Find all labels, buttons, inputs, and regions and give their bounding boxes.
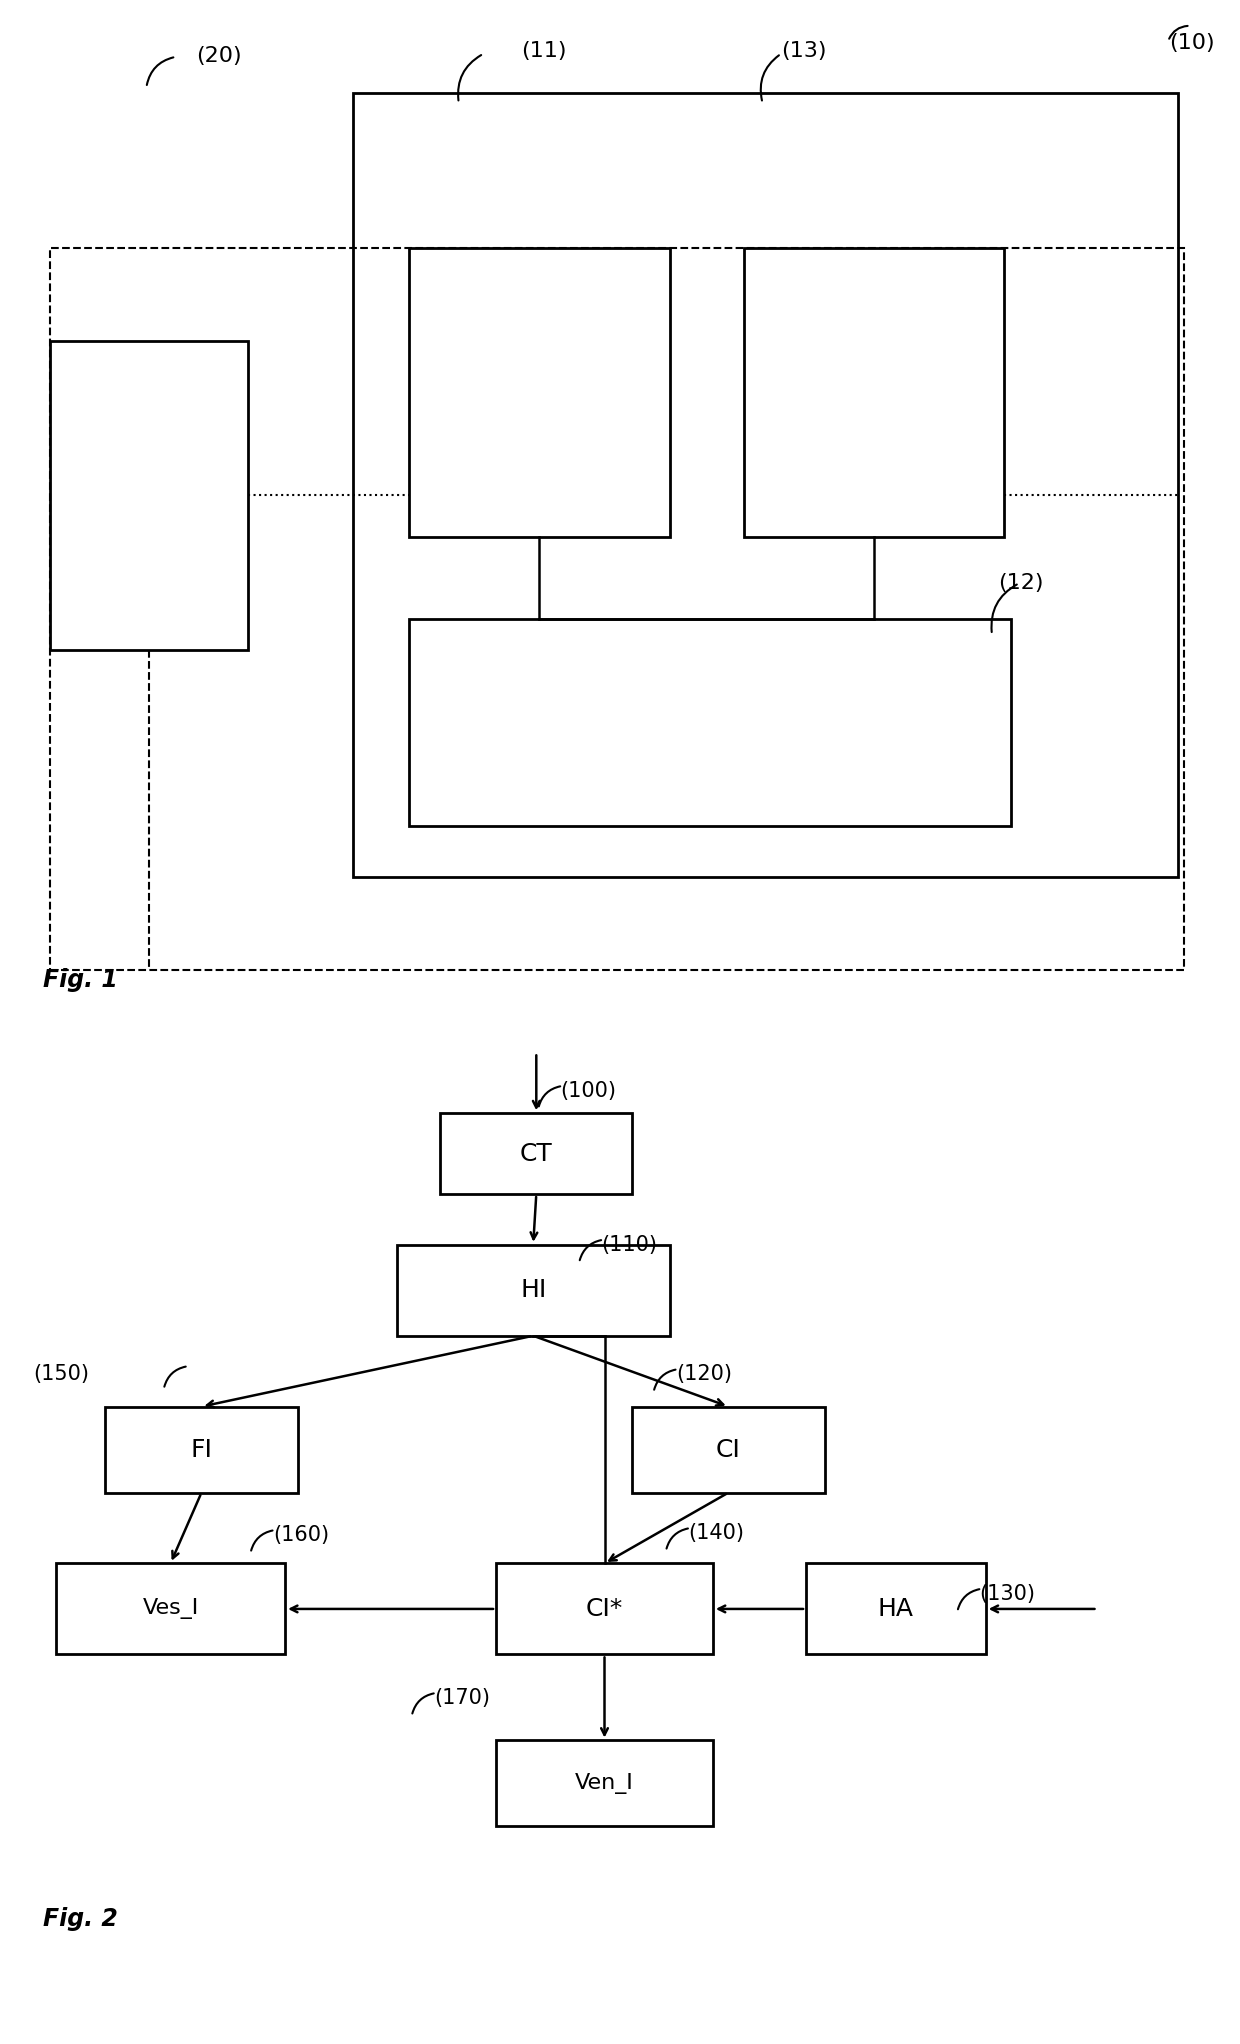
- Text: Ves_I: Ves_I: [143, 1598, 198, 1619]
- Text: CI*: CI*: [585, 1596, 624, 1621]
- Text: Fig. 2: Fig. 2: [43, 1907, 118, 1932]
- Text: Fig. 1: Fig. 1: [43, 969, 118, 991]
- Text: HA: HA: [878, 1596, 914, 1621]
- FancyBboxPatch shape: [806, 1564, 986, 1654]
- Text: (12): (12): [998, 572, 1044, 593]
- FancyBboxPatch shape: [744, 247, 1004, 538]
- FancyBboxPatch shape: [56, 1564, 285, 1654]
- FancyBboxPatch shape: [409, 619, 1011, 826]
- Text: (150): (150): [33, 1363, 89, 1384]
- Text: (110): (110): [601, 1235, 657, 1255]
- Text: (160): (160): [273, 1525, 329, 1545]
- FancyBboxPatch shape: [353, 92, 1178, 877]
- Text: CT: CT: [520, 1143, 553, 1165]
- FancyBboxPatch shape: [105, 1406, 298, 1492]
- Text: (20): (20): [196, 47, 242, 67]
- Text: (140): (140): [688, 1523, 744, 1543]
- Text: Ven_I: Ven_I: [575, 1772, 634, 1795]
- Text: HI: HI: [520, 1278, 547, 1302]
- Text: (100): (100): [560, 1081, 616, 1102]
- Text: (130): (130): [980, 1584, 1035, 1605]
- FancyBboxPatch shape: [632, 1406, 825, 1492]
- FancyBboxPatch shape: [397, 1245, 670, 1337]
- FancyBboxPatch shape: [496, 1741, 713, 1827]
- Text: CI: CI: [715, 1437, 742, 1461]
- FancyBboxPatch shape: [440, 1114, 632, 1194]
- FancyBboxPatch shape: [496, 1564, 713, 1654]
- Text: (170): (170): [434, 1688, 490, 1709]
- FancyBboxPatch shape: [409, 247, 670, 538]
- Text: (10): (10): [1169, 33, 1215, 53]
- Text: (120): (120): [676, 1363, 732, 1384]
- Text: (11): (11): [521, 41, 567, 61]
- Text: (13): (13): [781, 41, 827, 61]
- Text: FI: FI: [191, 1437, 212, 1461]
- FancyBboxPatch shape: [50, 341, 248, 650]
